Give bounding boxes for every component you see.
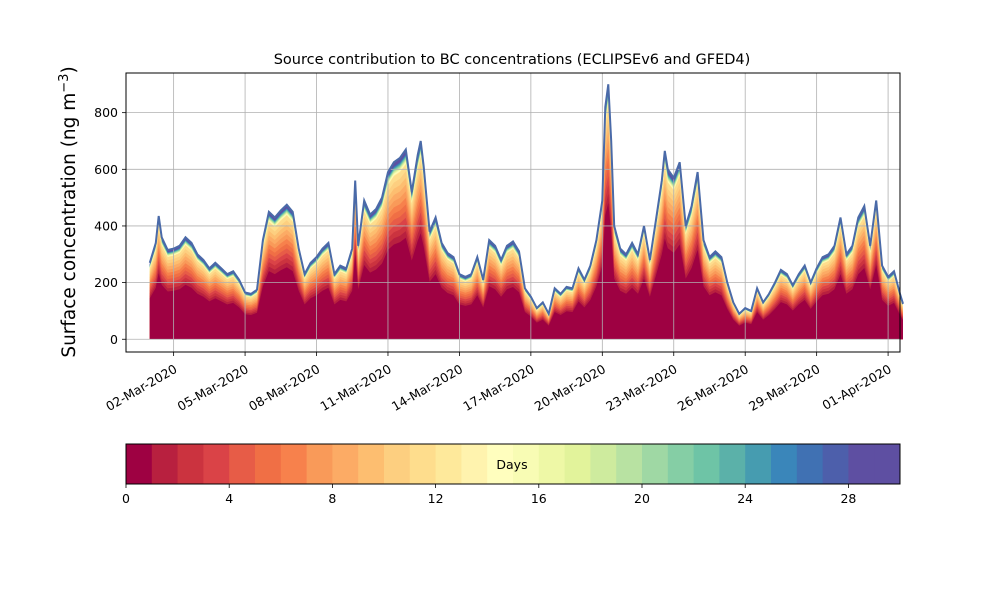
colorbar-cell (848, 444, 875, 484)
colorbar-cell (177, 444, 204, 484)
colorbar-cell (487, 444, 514, 484)
x-tick-label: 20-Mar-2020 (532, 361, 608, 414)
x-tick-label: 11-Mar-2020 (317, 361, 393, 414)
colorbar-cell (229, 444, 256, 484)
colorbar-cell (538, 444, 565, 484)
total-concentration-line (148, 84, 904, 317)
colorbar-cell (203, 444, 230, 484)
colorbar-cell (564, 444, 591, 484)
y-tick-label: 0 (110, 332, 118, 347)
x-tick-label: 01-Apr-2020 (820, 361, 894, 413)
colorbar-cell (693, 444, 720, 484)
stacked-area-layers (149, 84, 904, 340)
y-tick-label: 600 (94, 162, 118, 177)
x-tick-label: 05-Mar-2020 (175, 361, 251, 414)
chart-title: Source contribution to BC concentrations… (274, 52, 751, 68)
colorbar-cell (384, 444, 411, 484)
colorbar-frame (125, 443, 901, 485)
colorbar-cell (332, 444, 359, 484)
colorbar-cell (616, 444, 643, 484)
x-tick-label: 26-Mar-2020 (675, 361, 751, 414)
x-tick-label: 17-Mar-2020 (460, 361, 536, 414)
x-tick-label: 29-Mar-2020 (746, 361, 822, 414)
y-axis-label: Surface concentration (ng m−3) (57, 66, 80, 357)
colorbar-cell (745, 444, 772, 484)
colorbar-tick-label: 12 (428, 491, 444, 506)
colorbar-label: Days (496, 457, 527, 472)
colorbar-cell (667, 444, 694, 484)
colorbar-ticks: 0 4 8 12 16 20 24 28 (122, 484, 856, 506)
colorbar-tick-label: 0 (122, 491, 130, 506)
plot-area (125, 72, 904, 353)
plot-frame (125, 72, 901, 353)
colorbar-cell (461, 444, 488, 484)
colorbar-cell (642, 444, 669, 484)
colorbar-cell (771, 444, 798, 484)
colorbar-cell (435, 444, 462, 484)
colorbar-cell (409, 444, 436, 484)
colorbar-cells (126, 444, 901, 484)
colorbar-cell (513, 444, 540, 484)
y-axis-label-close: ) (59, 66, 80, 73)
colorbar: Days 0 4 8 12 16 20 24 28 (122, 443, 901, 506)
colorbar-cell (255, 444, 282, 484)
grid-lines (126, 73, 900, 352)
y-tick-label: 400 (94, 218, 118, 233)
colorbar-tick-label: 28 (840, 491, 856, 506)
colorbar-cell (822, 444, 849, 484)
colorbar-cell (126, 444, 153, 484)
colorbar-cell (719, 444, 746, 484)
colorbar-tick-label: 16 (531, 491, 547, 506)
colorbar-tick-label: 8 (328, 491, 336, 506)
colorbar-cell (358, 444, 385, 484)
x-axis-ticks: 02-Mar-202005-Mar-202008-Mar-202011-Mar-… (103, 352, 894, 414)
colorbar-cell (280, 444, 307, 484)
colorbar-cell (874, 444, 901, 484)
colorbar-cell (796, 444, 823, 484)
x-tick-label: 02-Mar-2020 (103, 361, 179, 414)
colorbar-cell (590, 444, 617, 484)
colorbar-cell (151, 444, 178, 484)
y-axis-ticks: 0 200 400 600 800 (94, 105, 126, 347)
x-tick-label: 08-Mar-2020 (246, 361, 322, 414)
colorbar-tick-label: 24 (737, 491, 753, 506)
colorbar-cell (306, 444, 333, 484)
colorbar-tick-label: 4 (225, 491, 233, 506)
y-axis-label-superscript: −3 (57, 74, 72, 93)
y-tick-label: 800 (94, 105, 118, 120)
x-tick-label: 14-Mar-2020 (389, 361, 465, 414)
y-tick-label: 200 (94, 275, 118, 290)
stack-layer-day-0 (149, 202, 904, 340)
colorbar-tick-label: 20 (634, 491, 650, 506)
x-tick-label: 23-Mar-2020 (603, 361, 679, 414)
